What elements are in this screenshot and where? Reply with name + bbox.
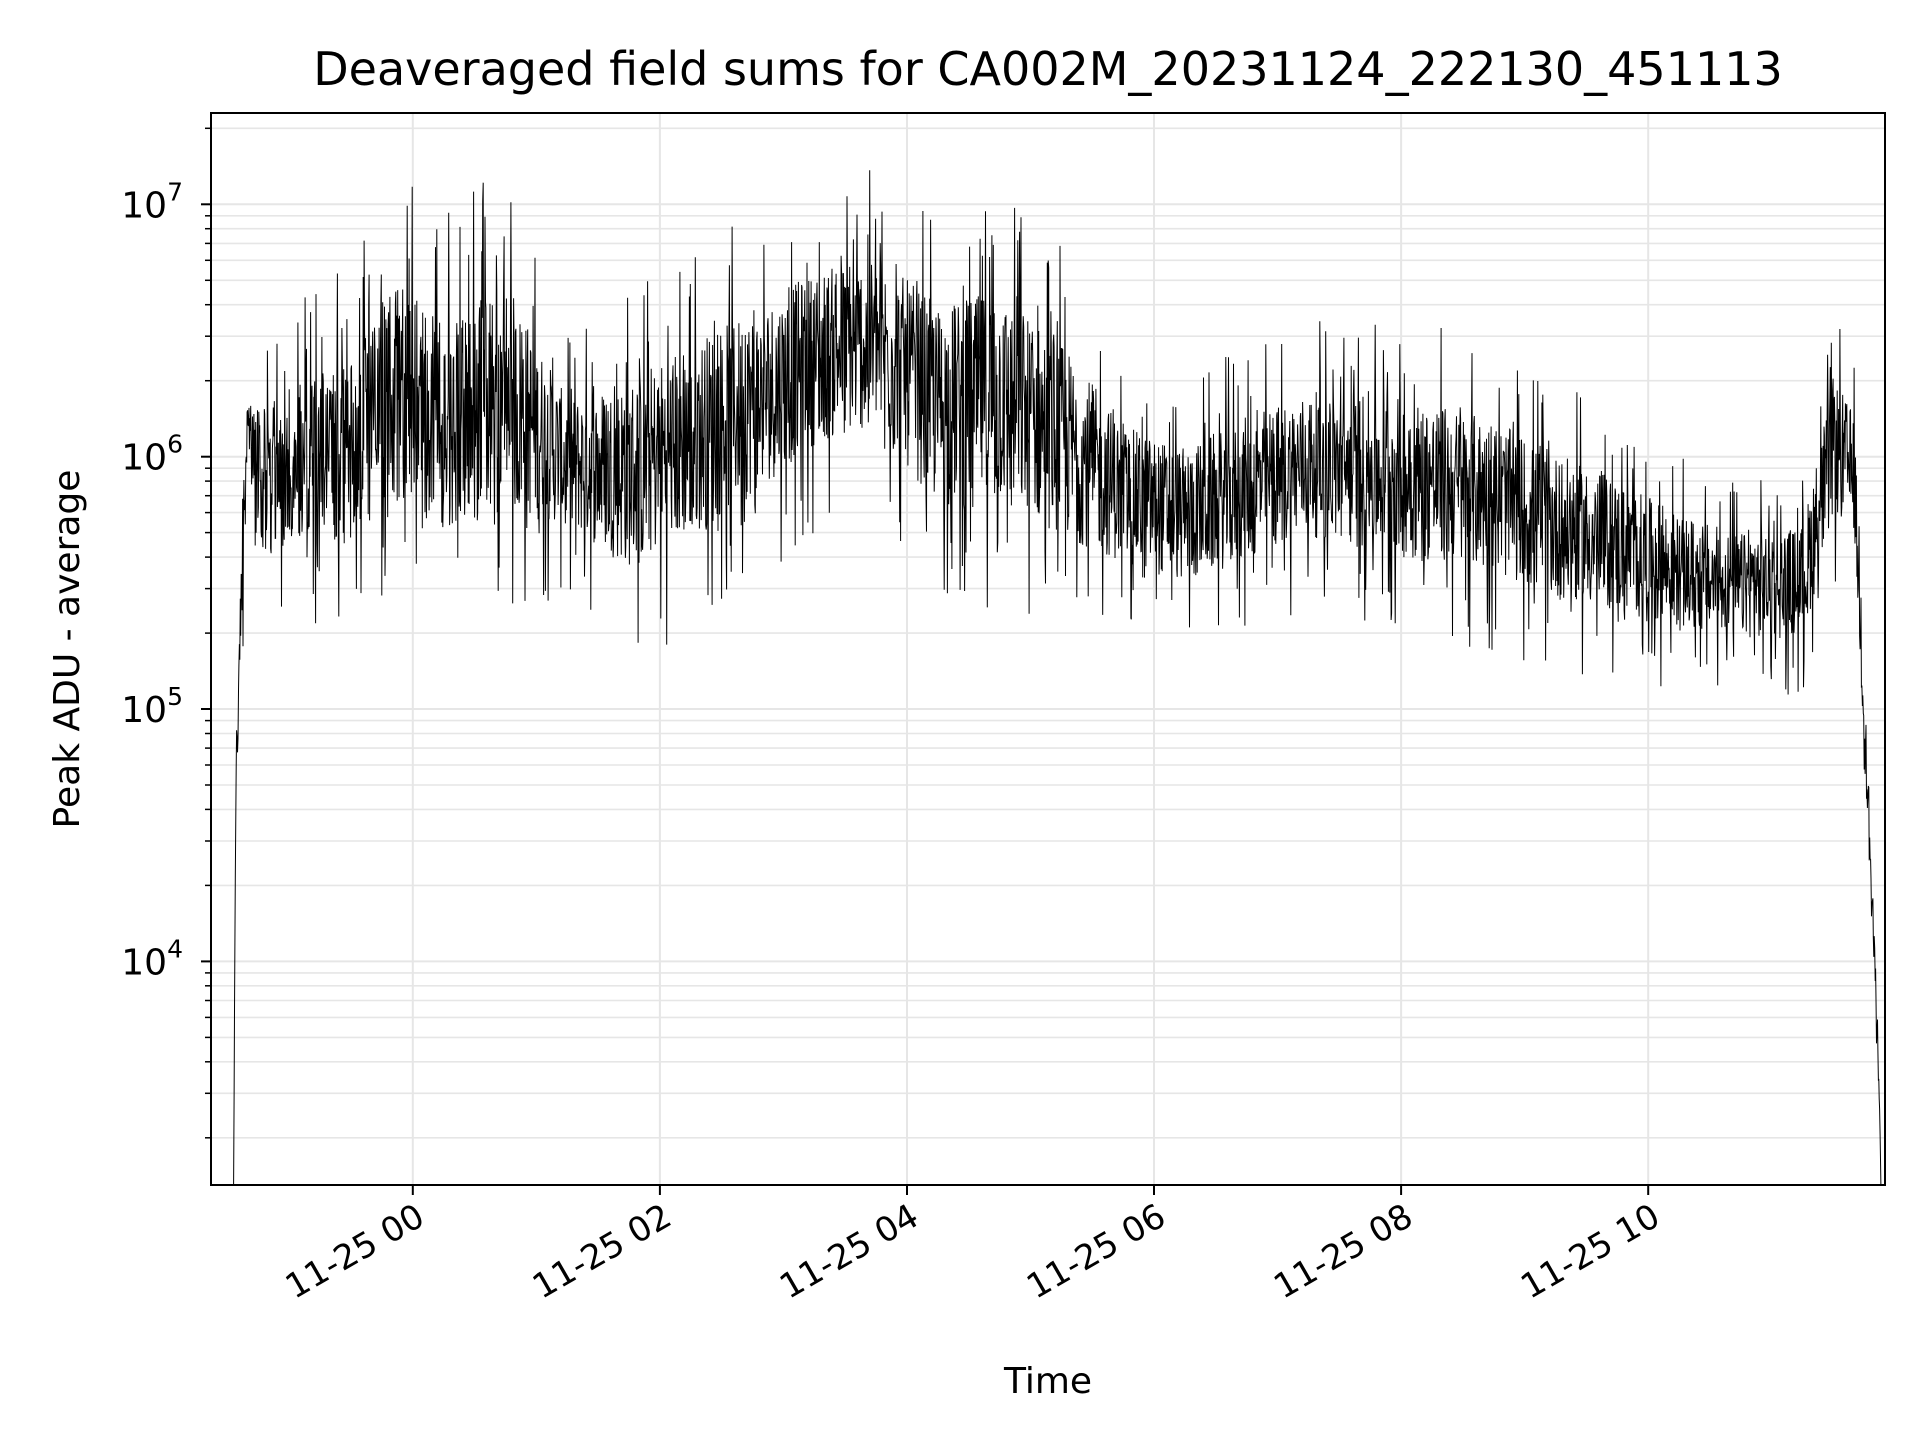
y-axis-label: Peak ADU - average	[47, 470, 88, 829]
y-tick-base: 10	[121, 942, 167, 983]
y-tick-label: 104	[121, 934, 183, 983]
y-tick-exponent: 5	[167, 682, 183, 711]
y-tick-label: 107	[121, 177, 183, 226]
y-tick-exponent: 4	[167, 934, 183, 963]
series-line	[233, 170, 1882, 1186]
y-tick-base: 10	[121, 185, 167, 226]
x-axis-label: Time	[1003, 1361, 1092, 1402]
y-tick-label: 105	[121, 682, 183, 731]
y-tick-base: 10	[121, 690, 167, 731]
y-tick-base: 10	[121, 438, 167, 479]
chart-title: Deaveraged field sums for CA002M_2023112…	[313, 42, 1783, 96]
plot-frame	[210, 112, 1886, 1186]
y-tick-exponent: 7	[167, 177, 183, 206]
y-tick-label: 106	[121, 430, 183, 479]
y-tick-exponent: 6	[167, 430, 183, 459]
grid-lines	[211, 113, 1885, 1185]
